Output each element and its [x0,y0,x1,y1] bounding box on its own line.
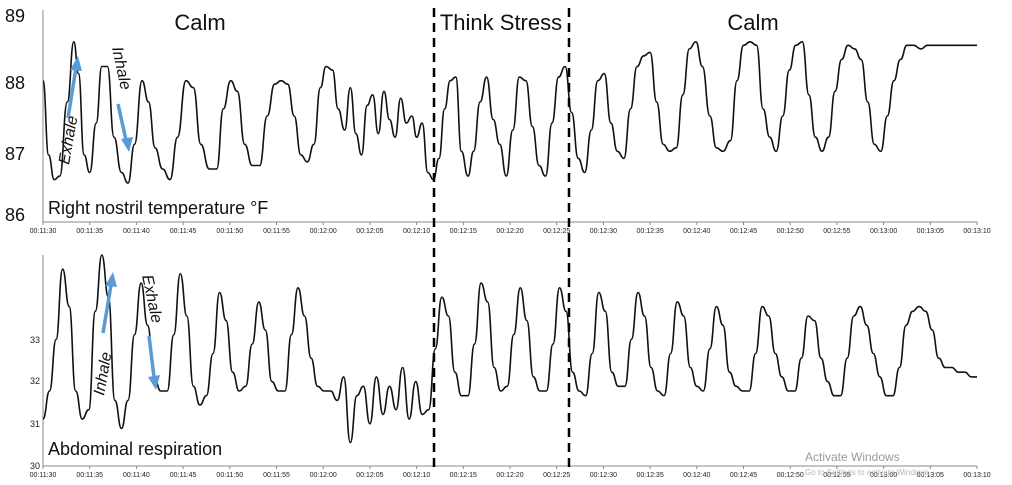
respiration-x-tick-label: 00:13:00 [870,472,897,479]
temperature-x-tick-label: 00:12:10 [403,228,430,235]
temperature-x-tick-label: 00:12:20 [496,228,523,235]
temperature-x-tick-label: 00:12:45 [730,228,757,235]
exhale-arrow-bottom [147,335,160,390]
respiration-x-tick-label: 00:12:45 [730,472,757,479]
inhale-arrow-bottom-head [105,272,117,287]
respiration-x-tick-label: 00:13:05 [917,472,944,479]
temperature-x-tick-label: 00:11:50 [216,228,243,235]
respiration-series-line [42,254,977,444]
exhale-arrow-bottom-head [148,375,160,390]
temperature-panel: 86 87 88 89 00:11:30 00:11:35 00:11:40 00:1… [5,6,991,235]
phase-label-calm-1: Calm [174,10,225,35]
respiration-ytick-30: 30 [30,461,40,471]
temperature-x-tick-label: 00:11:40 [123,228,150,235]
temperature-x-tick-label: 00:12:40 [683,228,710,235]
respiration-x-tick-label: 00:11:30 [30,472,57,479]
inhale-arrow-bottom-label: Inhale [91,351,115,397]
temperature-x-tick-label: 00:11:35 [76,228,103,235]
respiration-ytick-32: 32 [30,376,40,386]
temperature-x-tick-label: 00:12:30 [590,228,617,235]
exhale-arrow-label: Exhale [56,114,81,165]
respiration-x-tick-label: 00:11:50 [216,472,243,479]
respiration-x-tick-label: 00:11:55 [263,472,290,479]
temperature-ytick-86: 86 [5,205,25,225]
temperature-ytick-89: 89 [5,6,25,26]
respiration-x-tick-label: 00:12:00 [310,472,337,479]
temperature-x-tick-label: 00:12:35 [636,228,663,235]
respiration-x-tick-label: 00:12:55 [823,472,850,479]
respiration-x-tick-label: 00:12:10 [403,472,430,479]
respiration-x-tick-label: 00:12:05 [356,472,383,479]
temperature-ytick-87: 87 [5,144,25,164]
respiration-x-tick-label: 00:12:40 [683,472,710,479]
inhale-arrow [116,103,133,152]
temperature-x-tick-label: 00:12:05 [356,228,383,235]
temperature-x-tick-label: 00:12:15 [450,228,477,235]
temperature-panel-label: Right nostril temperature °F [48,198,268,218]
respiration-ytick-31: 31 [30,419,40,429]
respiration-x-tick-label: 00:12:35 [636,472,663,479]
respiration-x-tick-label: 00:12:50 [777,472,804,479]
inhale-arrow-bottom [101,272,117,334]
respiration-x-tick-label: 00:12:25 [543,472,570,479]
inhale-arrow-label: Inhale [108,45,134,91]
watermark-line2: Go to Settings to activate Windows. [805,468,931,477]
respiration-ytick-33: 33 [30,335,40,345]
temperature-x-ticks: 00:11:30 00:11:35 00:11:40 00:11:45 00:11:50… [30,222,991,235]
temperature-x-tick-label: 00:13:05 [917,228,944,235]
inhale-arrow-head [121,137,133,152]
temperature-x-tick-label: 00:11:55 [263,228,290,235]
exhale-arrow [66,56,82,119]
respiration-x-tick-label: 00:11:45 [170,472,197,479]
respiration-x-tick-label: 00:12:30 [590,472,617,479]
temperature-x-tick-label: 00:13:10 [963,228,990,235]
temperature-x-tick-label: 00:12:00 [310,228,337,235]
temperature-x-tick-label: 00:12:25 [543,228,570,235]
respiration-panel-label: Abdominal respiration [48,439,222,459]
temperature-series-line [42,40,977,184]
phase-label-calm-2: Calm [727,10,778,35]
watermark-line1: Activate Windows [805,450,900,464]
respiration-x-ticks: 00:11:30 00:11:35 00:11:40 00:11:45 00:11:50… [30,466,991,479]
temperature-ytick-88: 88 [5,73,25,93]
temperature-x-tick-label: 00:11:30 [30,228,57,235]
exhale-arrow-bottom-label: Exhale [138,273,165,324]
respiration-x-tick-label: 00:12:20 [496,472,523,479]
respiration-panel: 30 31 32 33 00:11:30 00:11:35 00:11:40 00:1… [30,254,991,479]
phase-label-think-stress: Think Stress [440,10,562,35]
respiration-x-tick-label: 00:13:10 [963,472,990,479]
respiration-x-tick-label: 00:11:40 [123,472,150,479]
temperature-x-tick-label: 00:12:50 [777,228,804,235]
temperature-x-tick-label: 00:12:55 [823,228,850,235]
respiration-x-tick-label: 00:12:15 [450,472,477,479]
temperature-x-tick-label: 00:11:45 [170,228,197,235]
exhale-arrow-head [70,56,82,71]
temperature-x-tick-label: 00:13:00 [870,228,897,235]
respiration-x-tick-label: 00:11:35 [76,472,103,479]
